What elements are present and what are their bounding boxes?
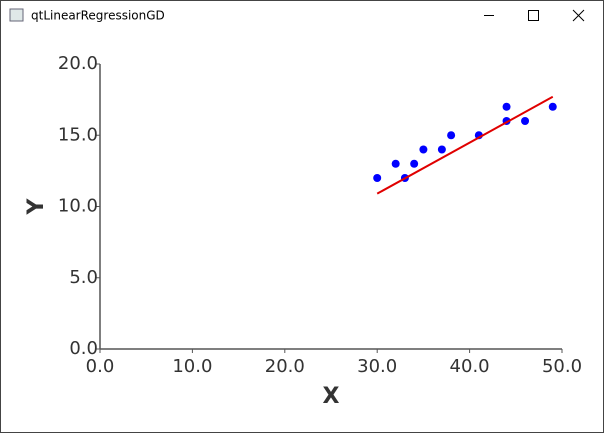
- title-bar: qtLinearRegressionGD: [9, 8, 585, 23]
- data-point: [419, 145, 428, 154]
- maximize-button[interactable]: [528, 10, 539, 21]
- app-icon: [9, 8, 24, 22]
- data-point: [391, 159, 400, 168]
- x-tick-label: 0.0: [86, 356, 115, 377]
- y-tick-label: 0.0: [69, 338, 98, 359]
- y-tick-label: 20.0: [58, 53, 98, 74]
- x-tick-label: 10.0: [172, 356, 212, 377]
- x-tick-label: 50.0: [542, 356, 582, 377]
- y-tick-label: 5.0: [69, 267, 98, 288]
- regression-line: [376, 95, 554, 195]
- data-point: [410, 159, 419, 168]
- close-button[interactable]: [572, 9, 585, 22]
- y-axis-label: Y: [24, 197, 49, 215]
- x-axis-label: X: [323, 384, 340, 409]
- window-title: qtLinearRegressionGD: [31, 9, 165, 23]
- x-tick-label: 30.0: [357, 356, 397, 377]
- data-point: [373, 174, 382, 182]
- data-point: [502, 102, 511, 111]
- data-point: [521, 117, 530, 125]
- data-point: [437, 145, 446, 154]
- y-tick-label: 15.0: [58, 124, 98, 145]
- data-point: [447, 131, 456, 140]
- x-tick-label: 20.0: [265, 356, 305, 377]
- plot: 0.0 5.0 10.0 15.0 20.0 0.0 10.0 20.0 30.0 40.0 50.…: [24, 53, 582, 409]
- y-tick-label: 10.0: [58, 196, 98, 217]
- data-point: [548, 102, 557, 111]
- x-tick-label: 40.0: [450, 356, 490, 377]
